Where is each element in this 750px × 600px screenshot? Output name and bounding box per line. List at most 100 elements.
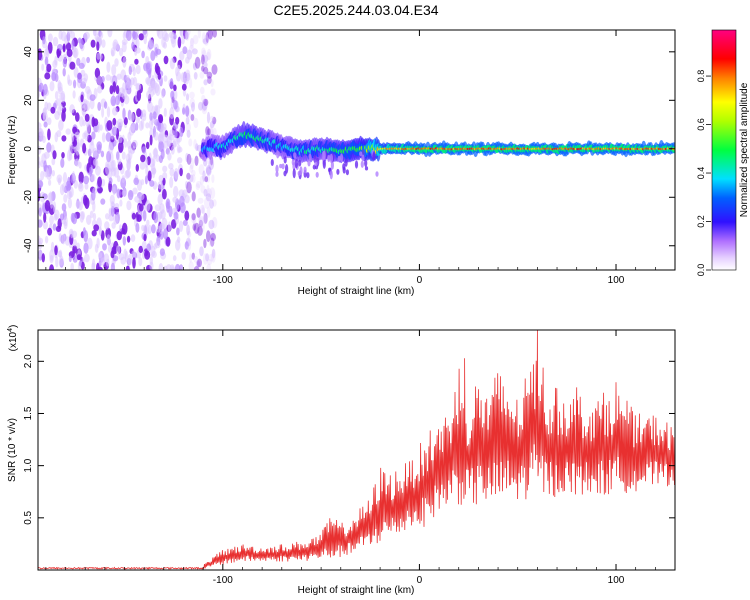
colorbar-tick-label: 0.8 <box>696 70 706 83</box>
spectrogram-noise-cell <box>69 104 75 114</box>
spectrogram-noise-cell <box>163 75 168 82</box>
svg-text:(x104): (x104) <box>7 325 19 352</box>
spectrogram-noise-cell <box>184 210 190 221</box>
spectrogram-noise-cell <box>145 77 151 85</box>
spectrogram-noise-cell <box>62 43 66 52</box>
spectrogram-noise-cell <box>48 179 52 186</box>
spectrogram-noise-cell <box>110 47 116 57</box>
colorbar: 0.0 0.2 0.4 0.6 0.8 Normalized spectral ampl… <box>696 29 750 276</box>
spectrogram-noise-cell <box>185 56 190 64</box>
spectrogram-noise-cell <box>195 260 201 268</box>
spectrogram-leak-cell <box>321 151 325 161</box>
spectrogram-noise-cell <box>38 250 42 258</box>
spectrogram-noise-cell <box>201 54 205 65</box>
spectrogram-noise-cell <box>42 111 48 124</box>
spectrogram-leak-cell <box>344 159 348 167</box>
spectrogram-noise-cell <box>66 48 73 58</box>
spectrogram-noise-cell <box>110 95 117 107</box>
spectrogram-noise-cell <box>155 84 161 97</box>
spectrogram-x-tick-label: 0 <box>417 275 423 286</box>
spectrogram-leak-cell <box>354 160 359 169</box>
spectrogram-noise-cell <box>177 157 183 164</box>
spectrogram-noise-cell <box>175 71 182 82</box>
spectrogram-noise-cell <box>179 167 183 177</box>
spectrogram-noise-cell <box>90 173 96 182</box>
spectrogram-noise-cell <box>201 94 206 103</box>
spectrogram-noise-cell <box>69 61 76 70</box>
spectrogram-noise-cell <box>112 107 118 116</box>
spectrogram-noise-cell <box>172 196 178 203</box>
spectrogram-noise-cell <box>129 112 135 122</box>
spectrogram-noise-cell <box>171 219 177 229</box>
spectrogram-leak-cell <box>336 168 340 175</box>
spectrogram-noise-cell <box>138 245 144 253</box>
spectrogram-noise-cell <box>110 250 115 259</box>
spectrogram-noise-cell <box>212 119 216 127</box>
spectrogram-noise-cell <box>60 158 65 168</box>
spectrogram-noise-cell <box>146 243 151 252</box>
spectrogram-noise-cell <box>126 80 132 89</box>
spectrogram-noise-cell <box>58 30 63 40</box>
spectrogram-noise-cell <box>100 198 106 205</box>
spectrogram-noise-cell <box>73 79 77 89</box>
spectrogram-noise-cell <box>188 261 194 270</box>
spectrogram-noise-cell <box>131 250 137 258</box>
spectrogram-noise-cell <box>130 234 136 243</box>
spectrogram-noise-cell <box>72 245 78 254</box>
spectrogram-noise-cell <box>188 44 195 53</box>
spectrogram-noise-cell <box>122 107 126 120</box>
spectrogram-noise-cell <box>191 174 196 183</box>
spectrogram-noise-cell <box>144 250 151 260</box>
spectrogram-noise-cell <box>201 32 206 43</box>
spectrogram-noise-cell <box>121 151 126 160</box>
spectrogram-noise-cell <box>201 204 205 214</box>
spectrogram-noise-cell <box>203 238 207 249</box>
spectrogram-noise-cell <box>106 120 113 131</box>
spectrogram-noise-cell <box>94 67 101 79</box>
spectrogram-noise-cell <box>78 181 83 189</box>
spectrogram-noise-cell <box>44 101 49 110</box>
spectrogram-leak-cell <box>314 161 318 167</box>
spectrogram-noise-cell <box>38 122 42 130</box>
spectrogram-noise-cell <box>50 199 54 209</box>
spectrogram-noise-cell <box>172 138 178 148</box>
spectrogram-noise-cell <box>211 216 218 229</box>
spectrogram-noise-cell <box>212 116 217 125</box>
spectrogram-noise-cell <box>149 261 154 270</box>
spectrogram-noise-cell <box>127 189 134 201</box>
spectrogram-noise-cell <box>62 53 68 60</box>
spectrogram-noise-cell <box>206 75 211 84</box>
spectrogram-noise-cell <box>186 181 192 194</box>
spectrogram-noise-cell <box>201 47 206 57</box>
spectrogram-leak-cell <box>339 153 344 163</box>
spectrogram-leak-cell <box>303 166 307 174</box>
spectrogram-noise-cell <box>106 234 111 246</box>
spectrogram-noise-cell <box>73 146 78 153</box>
spectrogram-noise-cell <box>179 264 183 270</box>
spectrogram-noise-cell <box>63 216 68 227</box>
spectrogram-noise-cell <box>117 118 123 127</box>
spectrogram-noise-cell <box>49 191 53 201</box>
spectrogram-noise-cell <box>86 214 92 225</box>
spectrogram-noise-cell <box>105 74 112 81</box>
spectrogram-noise-cell <box>169 78 174 90</box>
spectrogram-heatmap <box>38 30 675 270</box>
spectrogram-noise-cell <box>67 197 72 209</box>
spectrogram-noise-cell <box>143 233 147 242</box>
spectrogram-noise-cell <box>211 252 216 263</box>
spectrogram-noise-cell <box>140 179 145 186</box>
spectrogram-noise-cell <box>96 141 102 151</box>
spectrogram-noise-cell <box>193 256 199 263</box>
spectrogram-noise-cell <box>49 249 55 261</box>
spectrogram-noise-cell <box>56 48 60 59</box>
spectrogram-leak-cell <box>293 152 297 159</box>
spectrogram-noise-cell <box>152 155 156 167</box>
snr-y-axis-label: SNR (10 * v/v) <box>7 418 18 482</box>
spectrogram-noise-cell <box>96 121 101 133</box>
spectrogram-leak-cell <box>299 166 303 176</box>
spectrogram-noise-cell <box>49 214 54 225</box>
spectrogram-leak-cell <box>283 170 287 177</box>
spectrogram-noise-cell <box>151 224 156 234</box>
spectrogram-noise-cell <box>102 243 107 251</box>
spectrogram-noise-cell <box>55 255 59 268</box>
